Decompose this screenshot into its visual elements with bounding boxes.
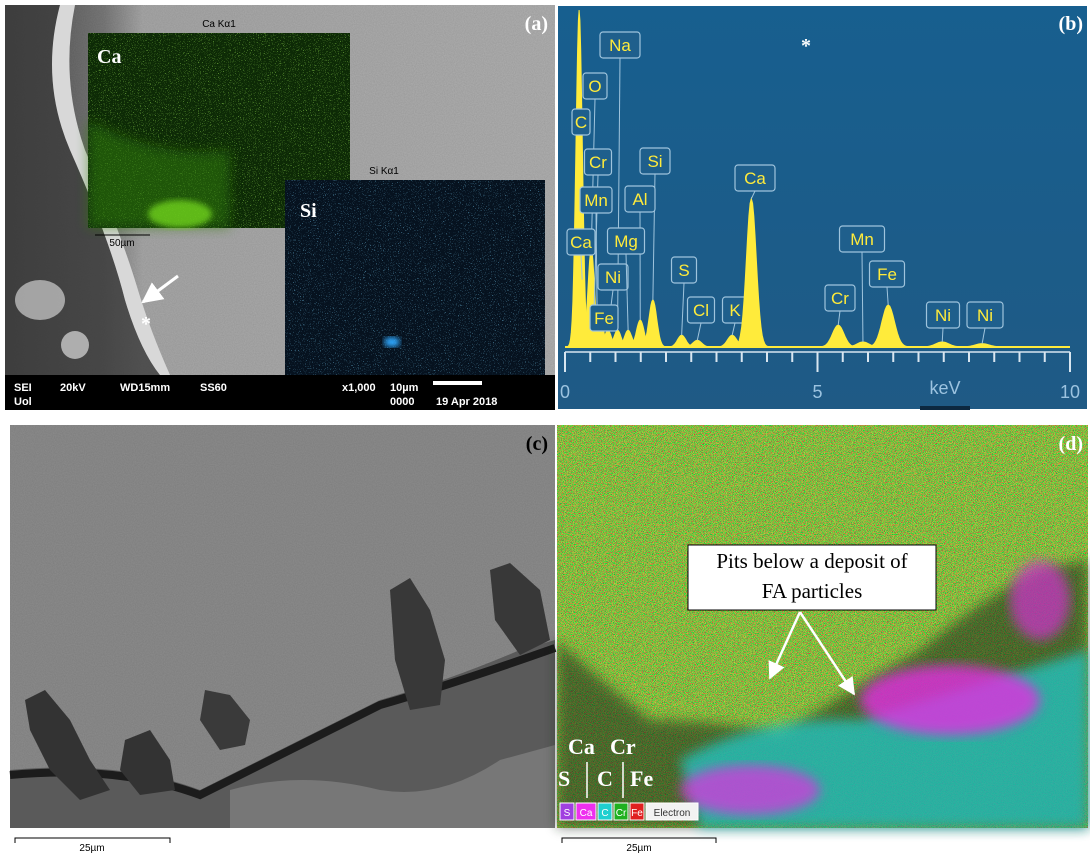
- panel-b: * (b) Na OC Cr Mn Ca Ni Fe SiAl Mg S Cl K Ca Mn Cr Fe Ni…: [557, 5, 1088, 410]
- sem-particle: [61, 331, 89, 359]
- peak-label: Fe: [877, 265, 897, 284]
- asterisk: *: [141, 313, 151, 335]
- peak-label: Fe: [594, 309, 614, 328]
- asterisk: *: [801, 35, 811, 57]
- panel-a: Ca Kα1 Ca 50µm Si Kα1 Si * SEI 20kV WD15mm…: [5, 5, 555, 410]
- element-label: Cr: [610, 734, 636, 759]
- panel-c: (c) 25µm: [10, 425, 555, 854]
- info-text: Uol: [14, 396, 32, 408]
- eds-ca-region: [680, 765, 820, 815]
- scale-bar-label: 50µm: [109, 238, 134, 249]
- legend-label: S: [564, 808, 571, 819]
- ca-map-title: Ca Kα1: [202, 19, 236, 30]
- peak-label: Cr: [589, 153, 607, 172]
- scale-bar-label: 25µm: [79, 843, 104, 854]
- ca-map-label: Ca: [97, 46, 121, 68]
- peak-label: Cl: [693, 301, 709, 320]
- figure: Ca Kα1 Ca 50µm Si Kα1 Si * SEI 20kV WD15mm…: [0, 0, 1090, 854]
- peak-label: Ni: [605, 268, 621, 287]
- panel-label: (d): [1059, 433, 1083, 455]
- peak-label: Cr: [831, 289, 849, 308]
- peak-label: Ni: [977, 306, 993, 325]
- peak-label: Ca: [570, 233, 592, 252]
- panel-label: (a): [525, 13, 548, 35]
- x-tick-label: 5: [812, 382, 822, 402]
- peak-label: Mn: [584, 191, 608, 210]
- info-text: 19 Apr 2018: [436, 396, 497, 408]
- scale-bar-label: 25µm: [626, 843, 651, 854]
- peak-label: Mn: [850, 230, 874, 249]
- info-text: SS60: [200, 382, 227, 394]
- peak-label: S: [678, 261, 689, 280]
- info-text: SEI: [14, 382, 32, 394]
- legend-label: C: [601, 808, 608, 819]
- legend-label: Cr: [616, 808, 627, 819]
- info-text: 20kV: [60, 382, 86, 394]
- panel-d: Pits below a deposit of FA particles (d)…: [557, 425, 1088, 854]
- callout-text: FA particles: [762, 579, 863, 603]
- info-text: x1,000: [342, 382, 376, 394]
- info-text: WD15mm: [120, 382, 170, 394]
- element-label: Ca: [568, 734, 595, 759]
- si-map-hotspot: [384, 337, 400, 347]
- legend-label: Fe: [631, 808, 643, 819]
- eds-ca-region: [1010, 560, 1070, 640]
- peak-label: Si: [647, 152, 662, 171]
- peak-label: Ca: [744, 169, 766, 188]
- eds-ca-region: [860, 665, 1040, 735]
- si-map-label: Si: [300, 200, 317, 222]
- element-label: C: [597, 766, 613, 791]
- peak-label: Mg: [614, 232, 638, 251]
- peak-label: Al: [632, 190, 647, 209]
- element-label: S: [558, 766, 570, 791]
- peak-label: K: [729, 301, 741, 320]
- element-label: Fe: [630, 766, 653, 791]
- si-map-title: Si Kα1: [369, 166, 399, 177]
- peak-label: Ni: [935, 306, 951, 325]
- legend-label: Ca: [580, 808, 593, 819]
- si-map-speckle: [285, 180, 545, 375]
- panel-label: (b): [1059, 13, 1083, 35]
- x-axis-label: keV: [929, 378, 960, 398]
- x-tick-label: 10: [1060, 382, 1080, 402]
- legend-label: Electron: [654, 808, 691, 819]
- page: Ca Kα1 Ca 50µm Si Kα1 Si * SEI 20kV WD15mm…: [0, 0, 1090, 854]
- sem-particle: [15, 280, 65, 320]
- peak-label: O: [588, 77, 601, 96]
- peak-label: C: [575, 113, 587, 132]
- info-text: 0000: [390, 396, 414, 408]
- x-tick-label: 0: [560, 382, 570, 402]
- callout-text: Pits below a deposit of: [716, 549, 907, 573]
- ca-map-hotspot: [148, 200, 212, 228]
- info-text: 10µm: [390, 382, 419, 394]
- panel-label: (c): [526, 433, 548, 455]
- peak-label: Na: [609, 36, 631, 55]
